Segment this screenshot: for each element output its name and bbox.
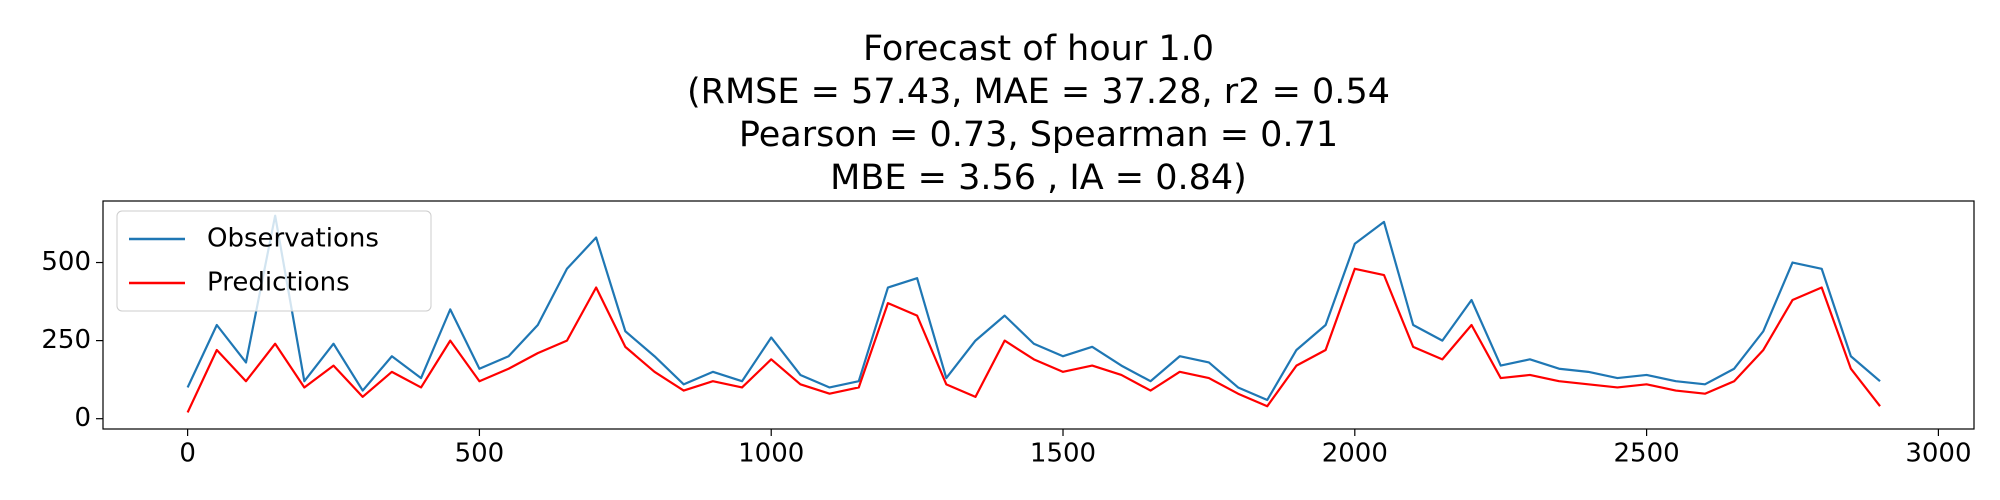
x-tick-label: 500 xyxy=(455,439,505,469)
chart-title: MBE = 3.56 , IA = 0.84) xyxy=(830,158,1247,198)
legend-label: Predictions xyxy=(207,268,350,298)
x-tick-label: 2000 xyxy=(1322,439,1388,469)
legend-label: Observations xyxy=(207,224,379,254)
chart-title: (RMSE = 57.43, MAE = 37.28, r2 = 0.54 xyxy=(687,72,1390,112)
x-tick-label: 2500 xyxy=(1614,439,1680,469)
x-tick-label: 3000 xyxy=(1905,439,1971,469)
x-tick-label: 0 xyxy=(179,439,196,469)
y-tick-label: 500 xyxy=(41,247,91,277)
x-tick-label: 1500 xyxy=(1030,439,1096,469)
chart-title: Pearson = 0.73, Spearman = 0.71 xyxy=(739,115,1338,155)
legend-box xyxy=(116,210,432,312)
chart-title: Forecast of hour 1.0 xyxy=(863,29,1214,69)
plot-frame xyxy=(102,200,1975,430)
x-tick-label: 1000 xyxy=(738,439,804,469)
y-tick-label: 250 xyxy=(41,325,91,355)
series-line xyxy=(186,214,1881,402)
series-line xyxy=(186,267,1881,413)
y-tick-label: 0 xyxy=(74,403,91,433)
